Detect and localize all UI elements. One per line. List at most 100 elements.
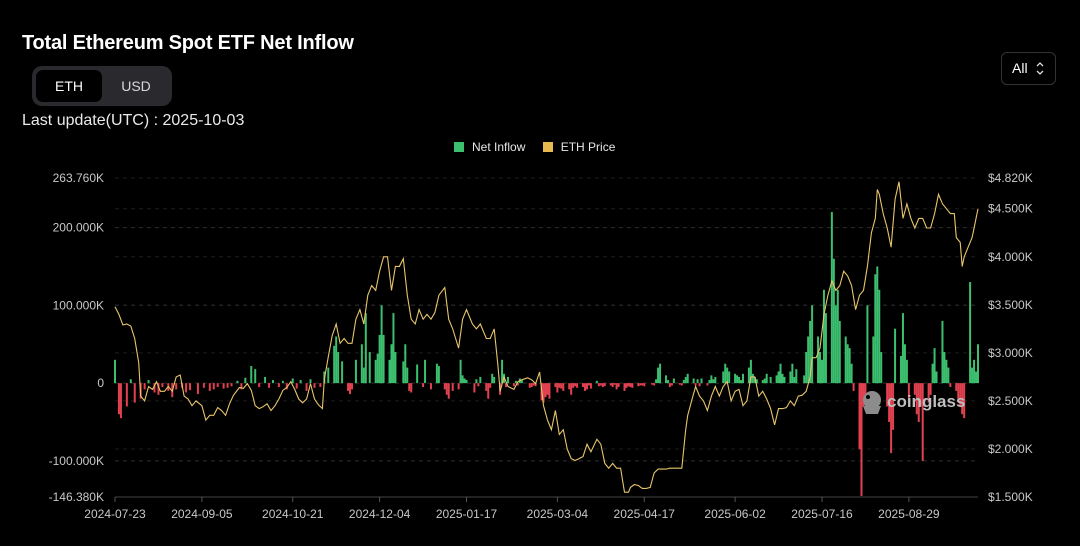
net-inflow-bar[interactable] (627, 383, 630, 387)
net-inflow-bar[interactable] (258, 383, 261, 388)
net-inflow-bar[interactable] (728, 371, 731, 384)
net-inflow-bar[interactable] (554, 383, 557, 388)
net-inflow-bar[interactable] (408, 383, 411, 391)
net-inflow-bar[interactable] (615, 383, 618, 390)
net-inflow-bar[interactable] (880, 352, 883, 384)
net-inflow-bar[interactable] (445, 383, 448, 395)
net-inflow-bar[interactable] (811, 305, 814, 384)
net-inflow-bar[interactable] (919, 383, 922, 407)
net-inflow-bar[interactable] (226, 383, 229, 388)
net-inflow-bar[interactable] (819, 352, 822, 384)
net-inflow-bar[interactable] (349, 383, 352, 395)
net-inflow-bar[interactable] (803, 375, 806, 384)
net-inflow-bar[interactable] (487, 383, 490, 399)
net-inflow-bar[interactable] (903, 344, 906, 384)
net-inflow-bar[interactable] (309, 379, 312, 384)
net-inflow-bar[interactable] (915, 383, 918, 415)
net-inflow-bar[interactable] (666, 380, 669, 384)
net-inflow-bar[interactable] (682, 380, 685, 384)
net-inflow-bar[interactable] (917, 383, 920, 423)
net-inflow-bar[interactable] (493, 376, 496, 384)
net-inflow-bar[interactable] (459, 359, 462, 384)
net-inflow-bar[interactable] (872, 336, 875, 384)
net-inflow-bar[interactable] (534, 383, 537, 387)
net-inflow-bar[interactable] (424, 359, 427, 384)
net-inflow-bar[interactable] (820, 359, 823, 384)
net-inflow-bar[interactable] (362, 367, 365, 384)
net-inflow-bar[interactable] (202, 383, 205, 388)
net-inflow-bar[interactable] (775, 375, 778, 384)
net-inflow-bar[interactable] (822, 289, 825, 384)
net-inflow-bar[interactable] (143, 383, 146, 390)
net-inflow-bar[interactable] (406, 367, 409, 384)
net-inflow-bar[interactable] (548, 383, 551, 399)
legend-item-net-inflow[interactable]: Net Inflow (454, 140, 525, 154)
net-inflow-bar[interactable] (435, 363, 438, 384)
net-inflow-bar[interactable] (404, 344, 407, 384)
net-inflow-bar[interactable] (250, 366, 253, 384)
net-inflow-bar[interactable] (751, 373, 754, 384)
net-inflow-bar[interactable] (664, 375, 667, 384)
net-inflow-bar[interactable] (971, 367, 974, 384)
net-inflow-bar[interactable] (866, 305, 869, 384)
net-inflow-bar[interactable] (382, 334, 385, 384)
net-inflow-bar[interactable] (769, 376, 772, 384)
net-inflow-bar[interactable] (736, 375, 739, 384)
net-inflow-bar[interactable] (848, 348, 851, 384)
net-inflow-bar[interactable] (901, 313, 904, 384)
net-inflow-bar[interactable] (850, 363, 853, 384)
net-inflow-bar[interactable] (475, 379, 478, 384)
net-inflow-bar[interactable] (216, 383, 219, 388)
net-inflow-bar[interactable] (969, 282, 972, 384)
net-inflow-bar[interactable] (672, 378, 675, 384)
net-inflow-bar[interactable] (809, 320, 812, 384)
net-inflow-bar[interactable] (133, 383, 136, 403)
net-inflow-bar[interactable] (277, 383, 280, 388)
net-inflow-bar[interactable] (609, 383, 612, 386)
net-inflow-bar[interactable] (641, 383, 644, 386)
toggle-usd-button[interactable]: USD (121, 78, 151, 94)
net-inflow-bar[interactable] (765, 373, 768, 384)
net-inflow-bar[interactable] (617, 383, 620, 388)
net-inflow-bar[interactable] (625, 383, 628, 388)
net-inflow-bar[interactable] (700, 378, 703, 384)
net-inflow-bar[interactable] (603, 383, 606, 387)
net-inflow-bar[interactable] (491, 373, 494, 384)
net-inflow-bar[interactable] (684, 376, 687, 384)
net-inflow-bar[interactable] (129, 379, 132, 384)
net-inflow-bar[interactable] (512, 383, 515, 387)
net-inflow-bar[interactable] (886, 383, 889, 407)
net-inflow-bar[interactable] (793, 376, 796, 384)
net-inflow-bar[interactable] (208, 383, 211, 391)
net-inflow-bar[interactable] (437, 366, 440, 384)
net-inflow-bar[interactable] (714, 376, 717, 384)
net-inflow-bar[interactable] (741, 373, 744, 384)
net-inflow-bar[interactable] (696, 379, 699, 384)
net-inflow-bar[interactable] (125, 383, 128, 407)
net-inflow-bar[interactable] (388, 359, 391, 384)
net-inflow-bar[interactable] (961, 383, 964, 415)
net-inflow-bar[interactable] (335, 336, 338, 384)
net-inflow-bar[interactable] (410, 383, 413, 393)
net-inflow-bar[interactable] (890, 383, 893, 454)
net-inflow-bar[interactable] (783, 376, 786, 384)
net-inflow-bar[interactable] (402, 361, 405, 384)
net-inflow-bar[interactable] (347, 383, 350, 391)
net-inflow-bar[interactable] (457, 383, 460, 390)
net-inflow-bar[interactable] (973, 359, 976, 384)
net-inflow-bar[interactable] (175, 383, 178, 390)
eth-price-line[interactable] (114, 181, 979, 493)
net-inflow-bar[interactable] (153, 383, 156, 393)
net-inflow-bar[interactable] (585, 383, 588, 390)
net-inflow-bar[interactable] (285, 383, 288, 390)
net-inflow-bar[interactable] (114, 359, 116, 384)
net-inflow-bar[interactable] (927, 383, 930, 403)
net-inflow-bar[interactable] (874, 274, 877, 384)
net-inflow-bar[interactable] (568, 383, 571, 390)
net-inflow-bar[interactable] (738, 376, 741, 384)
net-inflow-bar[interactable] (350, 383, 353, 390)
net-inflow-bar[interactable] (117, 383, 120, 415)
net-inflow-bar[interactable] (532, 383, 535, 386)
net-inflow-bar[interactable] (422, 383, 425, 388)
net-inflow-bar[interactable] (631, 383, 634, 388)
